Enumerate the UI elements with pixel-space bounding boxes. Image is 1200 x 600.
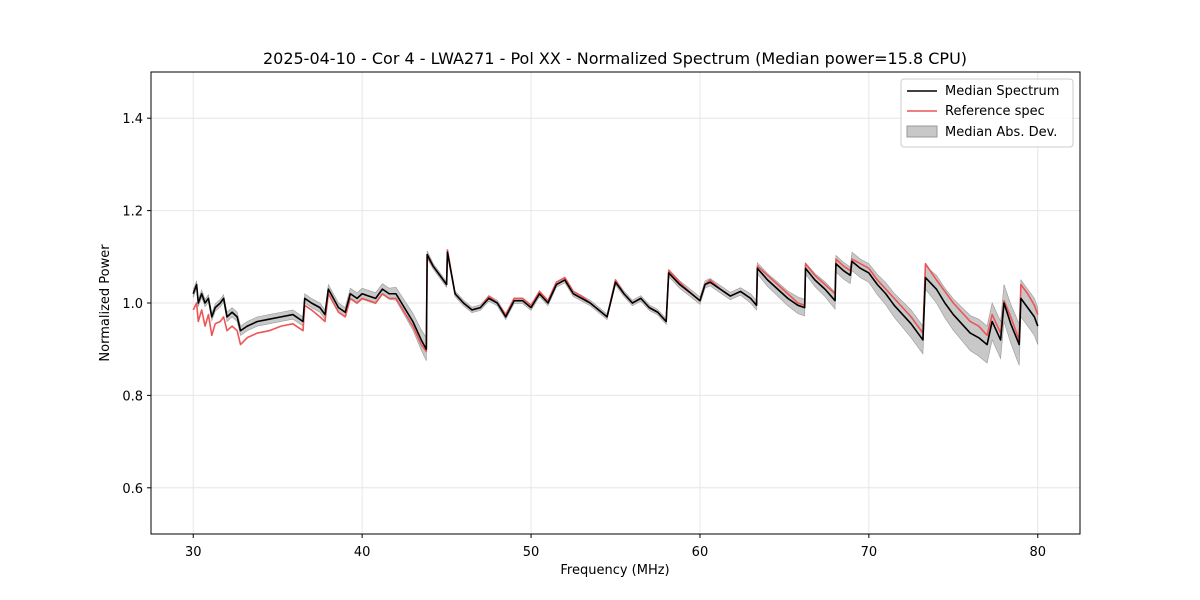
x-tick-label: 70	[861, 545, 878, 560]
x-tick-label: 80	[1029, 545, 1046, 560]
legend: Median Spectrum Reference spec Median Ab…	[900, 78, 1074, 148]
y-tick-label: 1.0	[122, 297, 143, 312]
legend-swatch-mad	[906, 125, 938, 138]
x-axis-label: Frequency (MHz)	[560, 563, 669, 578]
y-tick-label: 0.6	[122, 482, 143, 497]
y-axis-ticks: 0.6 0.8 1.0 1.2 1.4	[122, 112, 151, 497]
x-tick-label: 40	[354, 545, 371, 560]
legend-label-reference: Reference spec	[945, 104, 1045, 119]
legend-label-mad: Median Abs. Dev.	[945, 125, 1057, 140]
plot-area	[192, 249, 1039, 366]
x-tick-label: 60	[692, 545, 709, 560]
y-tick-label: 1.4	[122, 112, 143, 127]
y-tick-label: 1.2	[122, 205, 143, 220]
y-tick-label: 0.8	[122, 389, 143, 404]
x-tick-label: 30	[185, 545, 202, 560]
y-axis-label: Normalized Power	[98, 244, 113, 362]
legend-label-median: Median Spectrum	[945, 84, 1059, 99]
chart-title: 2025-04-10 - Cor 4 - LWA271 - Pol XX - N…	[263, 49, 967, 68]
x-tick-label: 50	[523, 545, 540, 560]
legend-box	[900, 78, 1074, 148]
x-axis-ticks: 30 40 50 60 70 80	[185, 534, 1046, 560]
median-spectrum-line	[192, 251, 1039, 350]
